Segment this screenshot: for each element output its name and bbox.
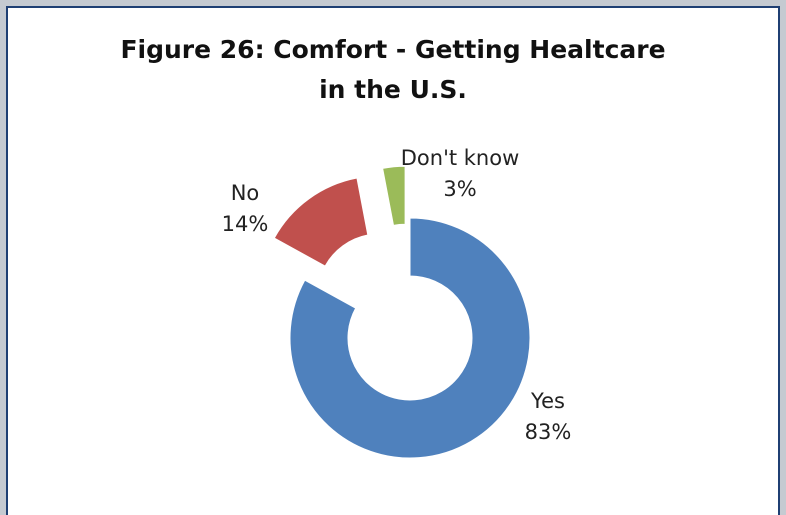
slice-value-no: 14% (222, 212, 269, 236)
chart-title-line-2: in the U.S. (319, 75, 467, 104)
slice-yes (289, 217, 531, 459)
slice-no (273, 177, 369, 267)
donut-slices (273, 165, 531, 459)
chart-title: Figure 26: Comfort - Getting Healtcare i… (0, 30, 786, 110)
slice-don-t-know (382, 165, 406, 226)
slice-label-yes: Yes (530, 389, 565, 413)
chart-title-line-1: Figure 26: Comfort - Getting Healtcare (120, 35, 666, 64)
slice-label-don-t-know: Don't know (401, 146, 520, 170)
slice-value-yes: 83% (525, 420, 572, 444)
slice-labels: Yes 83% No 14% Don't know 3% (222, 146, 572, 444)
slice-value-don-t-know: 3% (443, 177, 476, 201)
slice-label-no: No (231, 181, 260, 205)
